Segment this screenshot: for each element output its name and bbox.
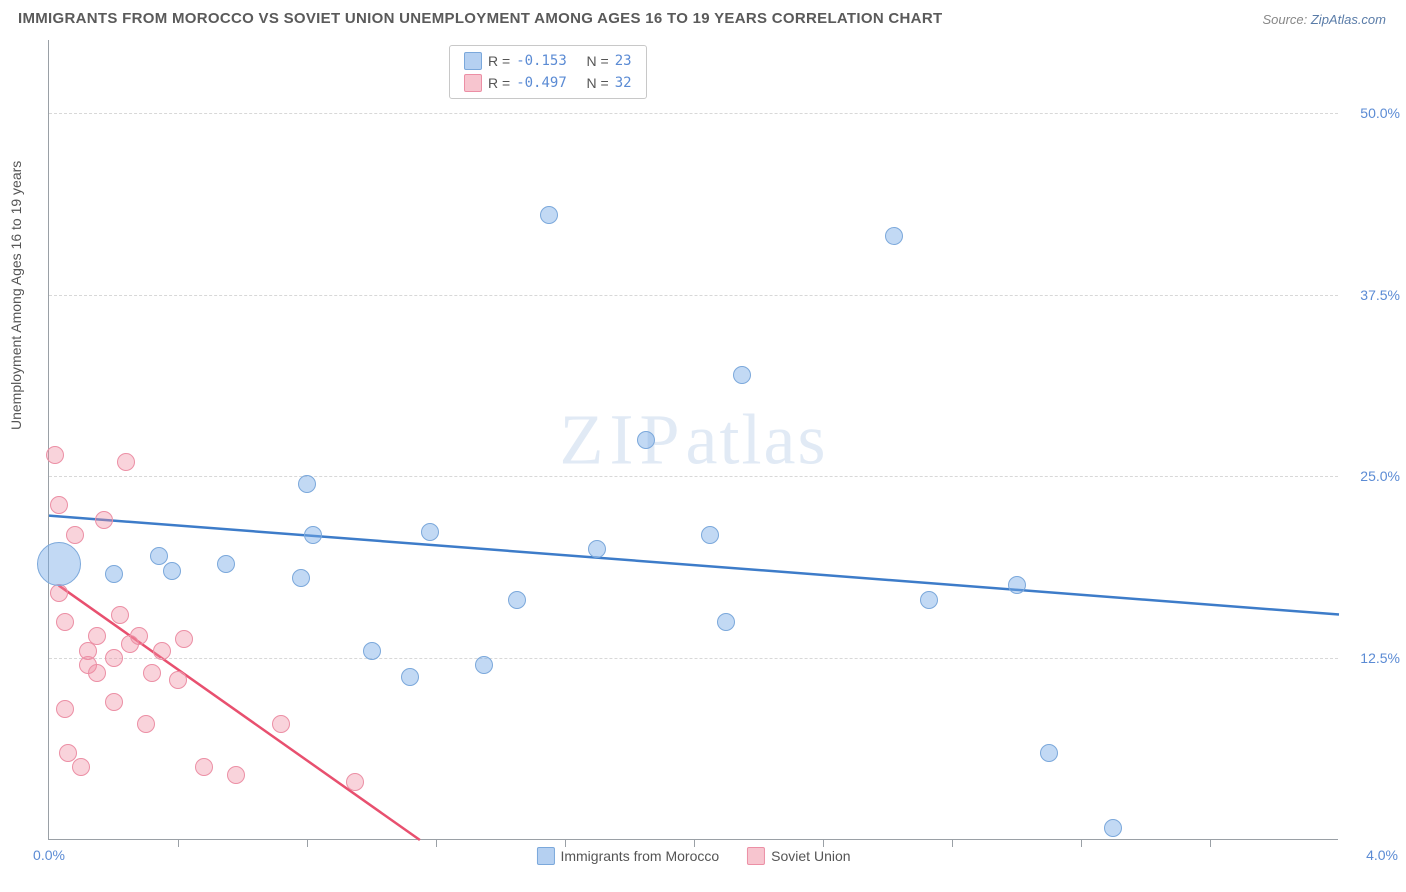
y-tick-label: 12.5% (1345, 650, 1400, 666)
data-point-blue (363, 642, 381, 660)
data-point-pink (105, 649, 123, 667)
data-point-pink (50, 496, 68, 514)
y-axis-label: Unemployment Among Ages 16 to 19 years (8, 161, 24, 430)
data-point-blue (217, 555, 235, 573)
x-tick (952, 839, 953, 847)
data-point-blue (304, 526, 322, 544)
data-point-pink (66, 526, 84, 544)
data-point-blue (475, 656, 493, 674)
legend-label-blue: Immigrants from Morocco (560, 848, 719, 864)
source-label: Source: (1262, 12, 1310, 27)
chart-title: IMMIGRANTS FROM MOROCCO VS SOVIET UNION … (18, 10, 942, 27)
y-tick-label: 37.5% (1345, 287, 1400, 303)
data-point-pink (137, 715, 155, 733)
r-value-blue: -0.153 (516, 50, 567, 72)
n-label: N = (587, 72, 609, 94)
data-point-blue (292, 569, 310, 587)
data-point-blue (105, 565, 123, 583)
swatch-pink-icon (464, 74, 482, 92)
source-attribution: Source: ZipAtlas.com (1262, 12, 1386, 27)
data-point-pink (111, 606, 129, 624)
data-point-pink (169, 671, 187, 689)
legend-label-pink: Soviet Union (771, 848, 850, 864)
data-point-blue (401, 668, 419, 686)
series-legend: Immigrants from Morocco Soviet Union (536, 847, 850, 865)
data-point-pink (72, 758, 90, 776)
n-value-blue: 23 (615, 50, 632, 72)
x-tick (436, 839, 437, 847)
data-point-pink (175, 630, 193, 648)
stats-row-pink: R = -0.497 N = 32 (464, 72, 632, 94)
data-point-blue (163, 562, 181, 580)
data-point-pink (95, 511, 113, 529)
swatch-blue-icon (536, 847, 554, 865)
data-point-pink (59, 744, 77, 762)
data-point-pink (56, 700, 74, 718)
x-tick (307, 839, 308, 847)
r-label: R = (488, 72, 510, 94)
gridline-h (49, 476, 1338, 477)
data-point-pink (88, 664, 106, 682)
data-point-blue (1040, 744, 1058, 762)
data-point-pink (56, 613, 74, 631)
data-point-blue (885, 227, 903, 245)
data-point-blue (920, 591, 938, 609)
data-point-blue (701, 526, 719, 544)
data-point-pink (50, 584, 68, 602)
trendlines-svg (49, 40, 1339, 840)
data-point-blue (588, 540, 606, 558)
n-value-pink: 32 (615, 72, 632, 94)
data-point-pink (143, 664, 161, 682)
y-tick-label: 25.0% (1345, 468, 1400, 484)
data-point-blue (150, 547, 168, 565)
gridline-h (49, 295, 1338, 296)
x-tick (1210, 839, 1211, 847)
y-tick-label: 50.0% (1345, 105, 1400, 121)
stats-row-blue: R = -0.153 N = 23 (464, 50, 632, 72)
data-point-pink (153, 642, 171, 660)
data-point-blue (1008, 576, 1026, 594)
data-point-pink (88, 627, 106, 645)
data-point-blue (298, 475, 316, 493)
stats-legend: R = -0.153 N = 23 R = -0.497 N = 32 (449, 45, 647, 99)
swatch-pink-icon (747, 847, 765, 865)
data-point-pink (117, 453, 135, 471)
data-point-blue (1104, 819, 1122, 837)
x-tick (694, 839, 695, 847)
legend-item-pink: Soviet Union (747, 847, 850, 865)
trendline-blue (49, 516, 1339, 615)
r-label: R = (488, 50, 510, 72)
data-point-pink (346, 773, 364, 791)
gridline-h (49, 113, 1338, 114)
trendline-pink (59, 585, 420, 840)
data-point-pink (272, 715, 290, 733)
x-tick (1081, 839, 1082, 847)
x-tick (178, 839, 179, 847)
data-point-pink (130, 627, 148, 645)
source-value: ZipAtlas.com (1311, 12, 1386, 27)
x-tick (565, 839, 566, 847)
data-point-blue (508, 591, 526, 609)
data-point-blue (421, 523, 439, 541)
data-point-blue (733, 366, 751, 384)
gridline-h (49, 658, 1338, 659)
n-label: N = (587, 50, 609, 72)
swatch-blue-icon (464, 52, 482, 70)
x-tick (823, 839, 824, 847)
legend-item-blue: Immigrants from Morocco (536, 847, 719, 865)
data-point-pink (105, 693, 123, 711)
x-axis-max-label: 4.0% (1343, 847, 1398, 863)
data-point-pink (195, 758, 213, 776)
data-point-blue (717, 613, 735, 631)
data-point-pink (46, 446, 64, 464)
data-point-pink (227, 766, 245, 784)
plot-area: ZIPatlas R = -0.153 N = 23 R = -0.497 N … (48, 40, 1338, 840)
data-point-blue (637, 431, 655, 449)
data-point-blue (540, 206, 558, 224)
r-value-pink: -0.497 (516, 72, 567, 94)
data-point-blue (37, 542, 81, 586)
x-axis-min-label: 0.0% (33, 847, 65, 863)
